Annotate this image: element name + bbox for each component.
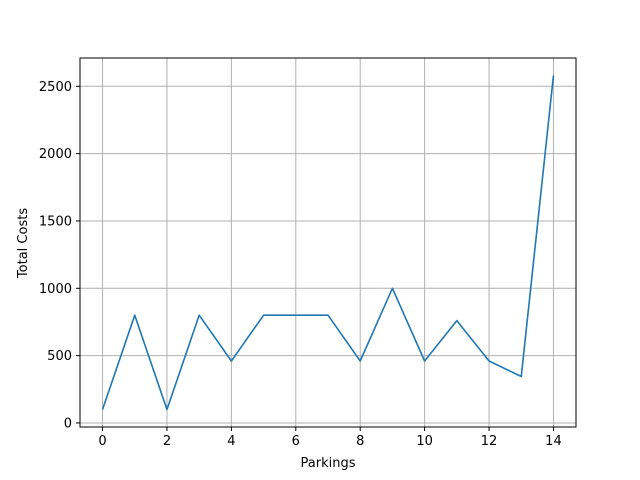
- y-tick-label: 500: [47, 349, 72, 364]
- y-axis: 0 500 1000 1500 2000 2500: [39, 80, 80, 431]
- y-tick-label: 2500: [39, 80, 72, 95]
- series-layer: [101, 75, 555, 411]
- plot-frame: [79, 57, 577, 428]
- x-axis: 0 2 4 6 8 10 12 14: [98, 427, 562, 449]
- y-tick-label: 1500: [39, 214, 72, 229]
- series-line: [101, 75, 555, 411]
- y-tick-label: 2000: [39, 147, 72, 162]
- x-tick-label: 2: [163, 434, 171, 449]
- x-tick-label: 14: [545, 434, 562, 449]
- y-axis-label: Total Costs: [16, 208, 31, 279]
- x-tick-label: 12: [481, 434, 498, 449]
- y-tick-label: 1000: [39, 282, 72, 297]
- y-tick-label: 0: [64, 416, 72, 431]
- x-tick-label: 10: [416, 434, 433, 449]
- x-tick-label: 0: [98, 434, 106, 449]
- grid: [80, 58, 576, 427]
- x-axis-label: Parkings: [301, 456, 356, 471]
- x-tick-label: 4: [227, 434, 235, 449]
- x-tick-label: 6: [292, 434, 300, 449]
- x-tick-label: 8: [356, 434, 364, 449]
